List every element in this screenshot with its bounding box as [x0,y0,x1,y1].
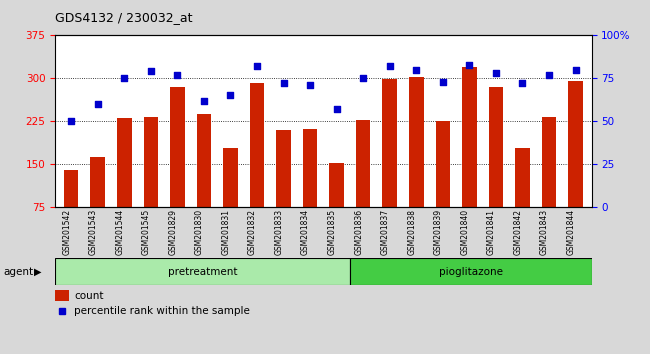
Text: pioglitazone: pioglitazone [439,267,503,277]
Bar [55,258,350,285]
Text: GSM201843: GSM201843 [540,209,549,255]
Text: GSM201831: GSM201831 [222,209,231,255]
Bar [196,114,211,207]
Bar [276,130,291,207]
Point [517,81,528,86]
Text: GSM201543: GSM201543 [89,209,98,255]
Text: GSM201545: GSM201545 [142,209,151,255]
Point [464,62,474,67]
Text: GSM201842: GSM201842 [514,209,523,255]
Bar [409,77,424,207]
Point [119,75,129,81]
Bar [144,117,158,207]
Bar [64,170,79,207]
Text: GSM201838: GSM201838 [408,209,416,255]
Bar [382,79,397,207]
Text: pretreatment: pretreatment [168,267,237,277]
Bar [170,87,185,207]
Text: GSM201829: GSM201829 [168,209,177,255]
Point [172,72,183,78]
Point [146,69,156,74]
Text: GSM201841: GSM201841 [487,209,496,255]
Bar [330,163,344,207]
Text: GSM201830: GSM201830 [195,209,204,255]
Point [199,98,209,103]
Bar [356,120,370,207]
Bar [90,157,105,207]
Text: GSM201836: GSM201836 [354,209,363,255]
Point [66,118,77,124]
Bar [303,129,317,207]
Bar [489,87,503,207]
Point [332,107,342,112]
Text: GSM201544: GSM201544 [115,209,124,255]
Text: agent: agent [3,267,33,277]
Text: GSM201835: GSM201835 [328,209,337,255]
Point [385,63,395,69]
Bar [462,67,476,207]
Point [358,75,369,81]
Text: GSM201542: GSM201542 [62,209,72,255]
Text: GSM201844: GSM201844 [567,209,575,255]
Point [226,93,236,98]
Bar [350,258,592,285]
Bar [568,81,583,207]
Point [92,101,103,107]
Point [544,72,554,78]
Point [411,67,421,73]
Text: GSM201837: GSM201837 [381,209,390,255]
Bar [223,148,238,207]
Text: GDS4132 / 230032_at: GDS4132 / 230032_at [55,11,193,24]
Text: percentile rank within the sample: percentile rank within the sample [74,306,250,316]
Point [278,81,289,86]
Bar [541,117,556,207]
Point [305,82,315,88]
Text: GSM201839: GSM201839 [434,209,443,255]
Bar [436,121,450,207]
Point [437,79,448,85]
Point [570,67,580,73]
Bar [55,290,69,301]
Bar [515,148,530,207]
Text: GSM201840: GSM201840 [460,209,469,255]
Text: GSM201833: GSM201833 [274,209,283,255]
Bar [117,118,131,207]
Text: count: count [74,291,103,301]
Text: GSM201832: GSM201832 [248,209,257,255]
Point [491,70,501,76]
Text: ▶: ▶ [34,267,42,277]
Point [252,63,262,69]
Text: GSM201834: GSM201834 [301,209,310,255]
Bar [250,83,265,207]
